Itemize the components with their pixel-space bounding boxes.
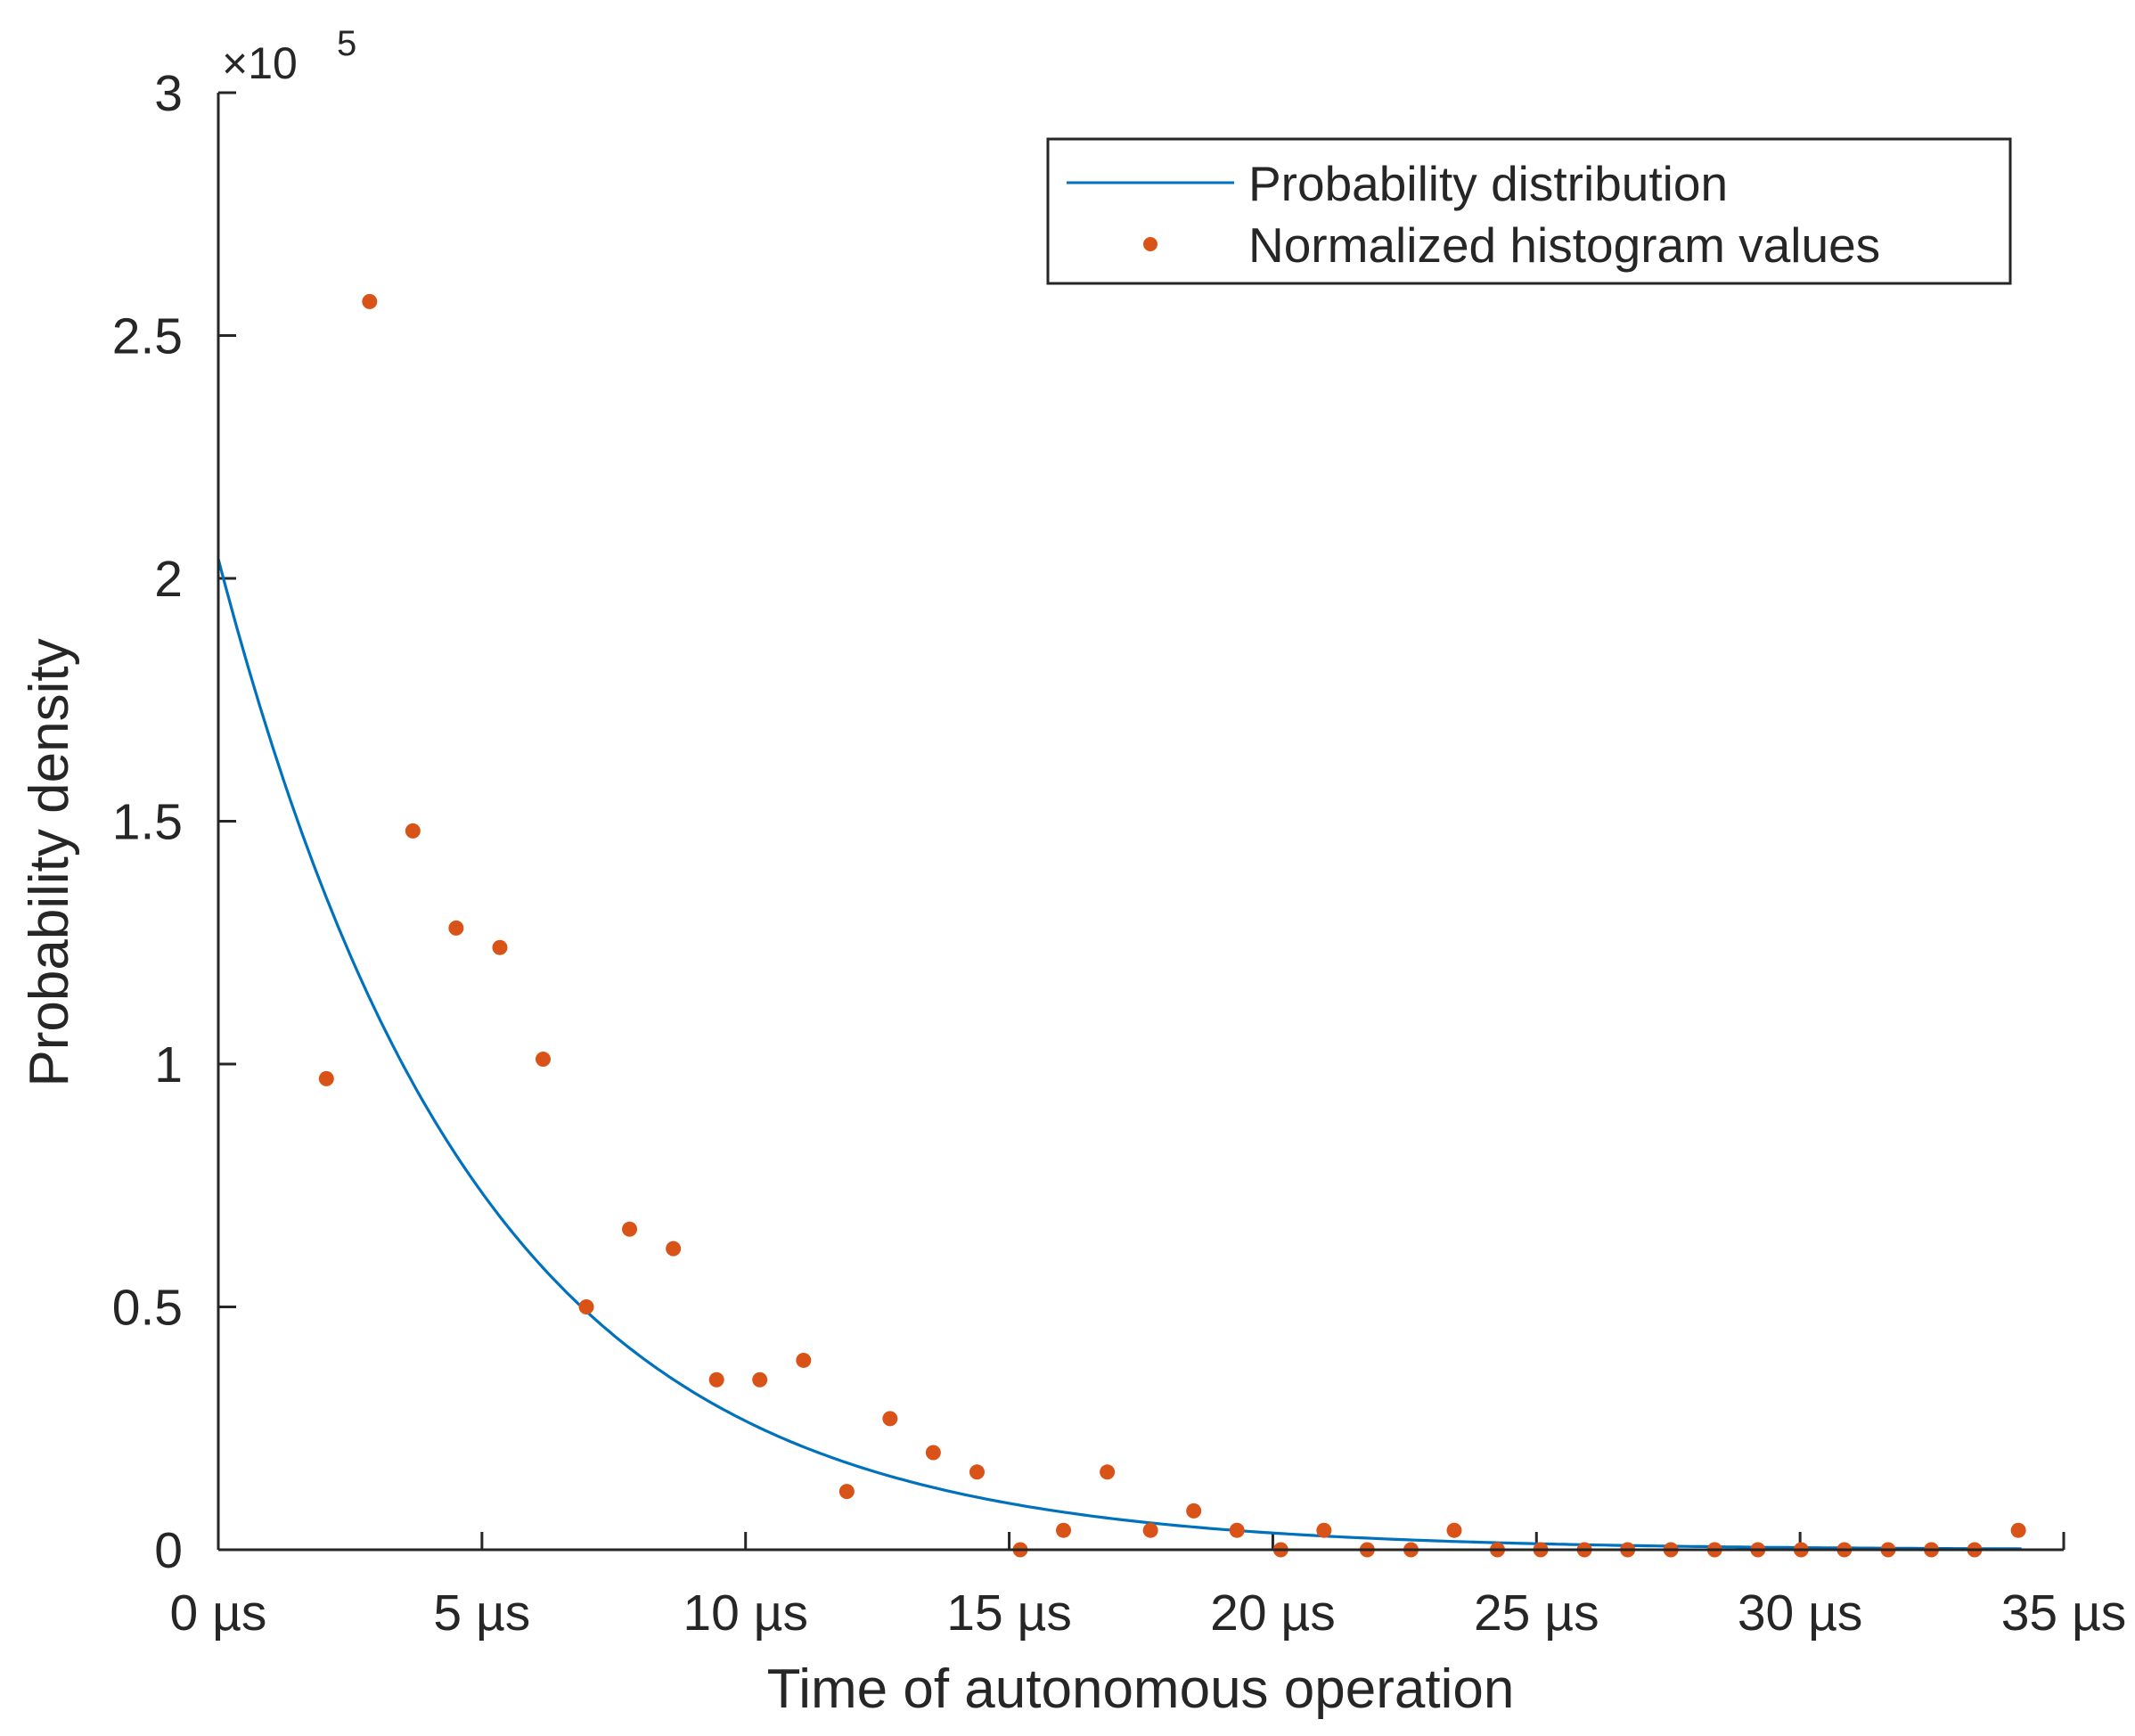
legend: Probability distribution Normalized hist… <box>1046 137 2012 285</box>
histogram-point <box>925 1445 941 1461</box>
legend-label-histogram: Normalized histogram values <box>1248 217 1880 273</box>
x-tick-labels: 0 µs 5 µs 10 µs 15 µs 20 µs 25 µs 30 µs 35 µs <box>170 1585 2127 1642</box>
x-tick-label: 5 µs <box>433 1585 530 1642</box>
legend-box <box>1046 137 2012 285</box>
y-tick-label: 0 <box>154 1522 183 1579</box>
histogram-point <box>1100 1464 1116 1480</box>
y-scale-exponent: 5 <box>337 24 356 63</box>
y-scale-label: ×10 <box>222 38 298 88</box>
y-tick-label: 3 <box>154 65 183 122</box>
x-tick-label: 35 µs <box>2001 1585 2127 1642</box>
axes <box>217 93 2064 1552</box>
histogram-point <box>622 1221 638 1237</box>
histogram-point <box>362 293 378 309</box>
histogram-point <box>448 920 464 936</box>
histogram-point <box>708 1372 724 1388</box>
histogram-point <box>969 1464 985 1480</box>
histogram-point <box>882 1411 898 1427</box>
y-tick-label: 2.5 <box>112 308 183 365</box>
x-axis-title: Time of autonomous operation <box>767 1658 1515 1720</box>
legend-point-swatch <box>1143 237 1157 251</box>
y-tick-label: 0.5 <box>112 1280 183 1337</box>
histogram-point <box>752 1372 768 1388</box>
histogram-point <box>318 1070 334 1086</box>
y-scale-factor: ×10 5 <box>222 24 356 88</box>
y-axis-title: Probability density <box>19 638 80 1086</box>
x-tick-label: 20 µs <box>1210 1585 1336 1642</box>
x-tick-label: 30 µs <box>1738 1585 1863 1642</box>
histogram-point <box>535 1052 551 1068</box>
histogram-point <box>1186 1503 1202 1519</box>
y-tick-labels: 0 0.5 1 1.5 2 2.5 3 <box>112 65 183 1579</box>
histogram-point <box>1229 1522 1245 1538</box>
histogram-point <box>666 1241 682 1257</box>
histogram-point <box>838 1484 855 1500</box>
histogram-point <box>2010 1522 2026 1538</box>
x-tick-label: 15 µs <box>946 1585 1072 1642</box>
histogram-point <box>578 1299 594 1314</box>
legend-label-distribution: Probability distribution <box>1248 156 1728 211</box>
y-tick-label: 1 <box>154 1036 183 1093</box>
histogram-point <box>1446 1522 1462 1538</box>
x-tick-label: 25 µs <box>1474 1585 1599 1642</box>
plot-area <box>218 93 2064 1550</box>
histogram-point <box>1056 1522 1072 1538</box>
histogram-point <box>405 823 421 839</box>
histogram-point <box>492 939 508 955</box>
histogram-point <box>1142 1522 1158 1538</box>
histogram-point <box>796 1352 812 1368</box>
y-tick-label: 1.5 <box>112 794 183 851</box>
x-tick-label: 10 µs <box>683 1585 808 1642</box>
y-tick-label: 2 <box>154 551 183 608</box>
x-tick-label: 0 µs <box>170 1585 267 1642</box>
histogram-point <box>1316 1522 1332 1538</box>
